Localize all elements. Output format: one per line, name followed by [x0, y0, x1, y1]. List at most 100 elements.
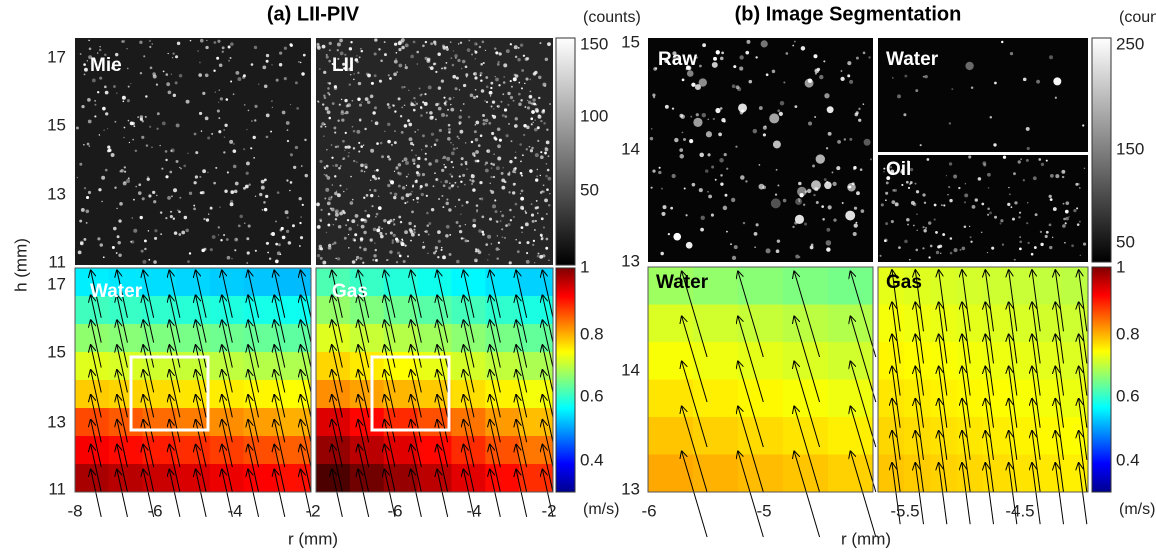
particle	[868, 56, 871, 59]
particle	[526, 241, 530, 245]
particle	[738, 103, 748, 113]
particle	[762, 133, 766, 137]
particle	[396, 251, 401, 255]
particle	[345, 188, 348, 190]
heatmap-cell	[956, 267, 984, 305]
particle	[364, 165, 368, 169]
particle	[86, 195, 90, 200]
particle	[348, 145, 352, 149]
particle	[398, 172, 402, 176]
particle	[700, 215, 705, 221]
particle	[737, 87, 742, 92]
particle	[300, 216, 302, 218]
particle	[193, 207, 196, 211]
particle	[843, 138, 847, 141]
heatmap-cell	[1009, 342, 1036, 380]
particle	[963, 201, 967, 204]
particle	[491, 100, 496, 104]
heatmap-cell	[108, 464, 143, 493]
particle	[298, 61, 300, 63]
particle	[548, 259, 550, 261]
particle	[325, 174, 328, 177]
particle	[968, 155, 972, 159]
particle	[497, 156, 502, 161]
particle	[289, 43, 293, 47]
particle	[344, 98, 348, 103]
particle	[111, 66, 115, 70]
particle	[379, 231, 383, 236]
particle	[515, 74, 519, 78]
particle	[79, 53, 82, 55]
particle	[385, 232, 388, 235]
particle	[370, 120, 373, 122]
vector-arrow	[1055, 399, 1064, 460]
particle	[250, 147, 253, 150]
particle	[188, 252, 192, 255]
particle	[356, 224, 359, 226]
particle	[271, 100, 273, 102]
particle	[334, 145, 338, 149]
particle	[441, 112, 446, 117]
particle	[116, 235, 120, 239]
particle	[479, 74, 482, 77]
vector-arrow	[682, 362, 708, 448]
particle	[674, 137, 679, 143]
heatmap-cell	[209, 408, 245, 437]
particle	[501, 185, 506, 190]
particle	[473, 71, 477, 76]
particle	[140, 249, 144, 253]
particle	[358, 150, 361, 153]
particle	[395, 237, 399, 241]
particle	[216, 56, 220, 60]
particle	[482, 114, 485, 117]
particle	[514, 55, 518, 59]
particle	[389, 219, 393, 223]
particle	[795, 198, 803, 206]
particle	[510, 140, 513, 143]
particle	[467, 239, 470, 243]
heatmap-cell	[878, 417, 905, 455]
particle	[424, 56, 428, 60]
particle	[803, 203, 806, 206]
particle	[363, 163, 368, 168]
particle	[223, 233, 226, 237]
particle	[799, 193, 804, 198]
particle	[524, 82, 526, 85]
particle	[547, 176, 552, 181]
particle	[1020, 158, 1022, 161]
particle	[147, 230, 150, 232]
particle	[853, 166, 857, 170]
particle	[350, 74, 352, 76]
particle	[345, 110, 349, 115]
particle	[452, 74, 457, 79]
particle	[209, 206, 213, 210]
particle	[1022, 77, 1027, 82]
particle	[94, 115, 97, 118]
particle	[148, 194, 152, 198]
vector-arrow	[682, 407, 708, 493]
particle	[263, 178, 267, 182]
particle	[942, 233, 946, 237]
heatmap-cell	[316, 464, 351, 493]
particle	[193, 204, 196, 207]
particle	[326, 201, 331, 206]
particle	[154, 236, 158, 240]
particle	[372, 111, 376, 115]
particle	[1076, 207, 1079, 210]
particle	[389, 191, 393, 195]
particle	[258, 83, 260, 85]
particle	[488, 121, 492, 125]
particle	[114, 120, 117, 123]
particle	[485, 76, 489, 79]
particle	[275, 242, 279, 246]
particle	[822, 218, 825, 221]
heatmap-cell	[783, 342, 829, 380]
particle	[334, 218, 338, 221]
particle	[397, 97, 401, 101]
particle	[351, 99, 354, 102]
particle	[906, 217, 910, 222]
particle	[265, 241, 269, 245]
particle	[324, 106, 329, 111]
particle	[404, 66, 408, 70]
heatmap-cell	[243, 464, 278, 493]
